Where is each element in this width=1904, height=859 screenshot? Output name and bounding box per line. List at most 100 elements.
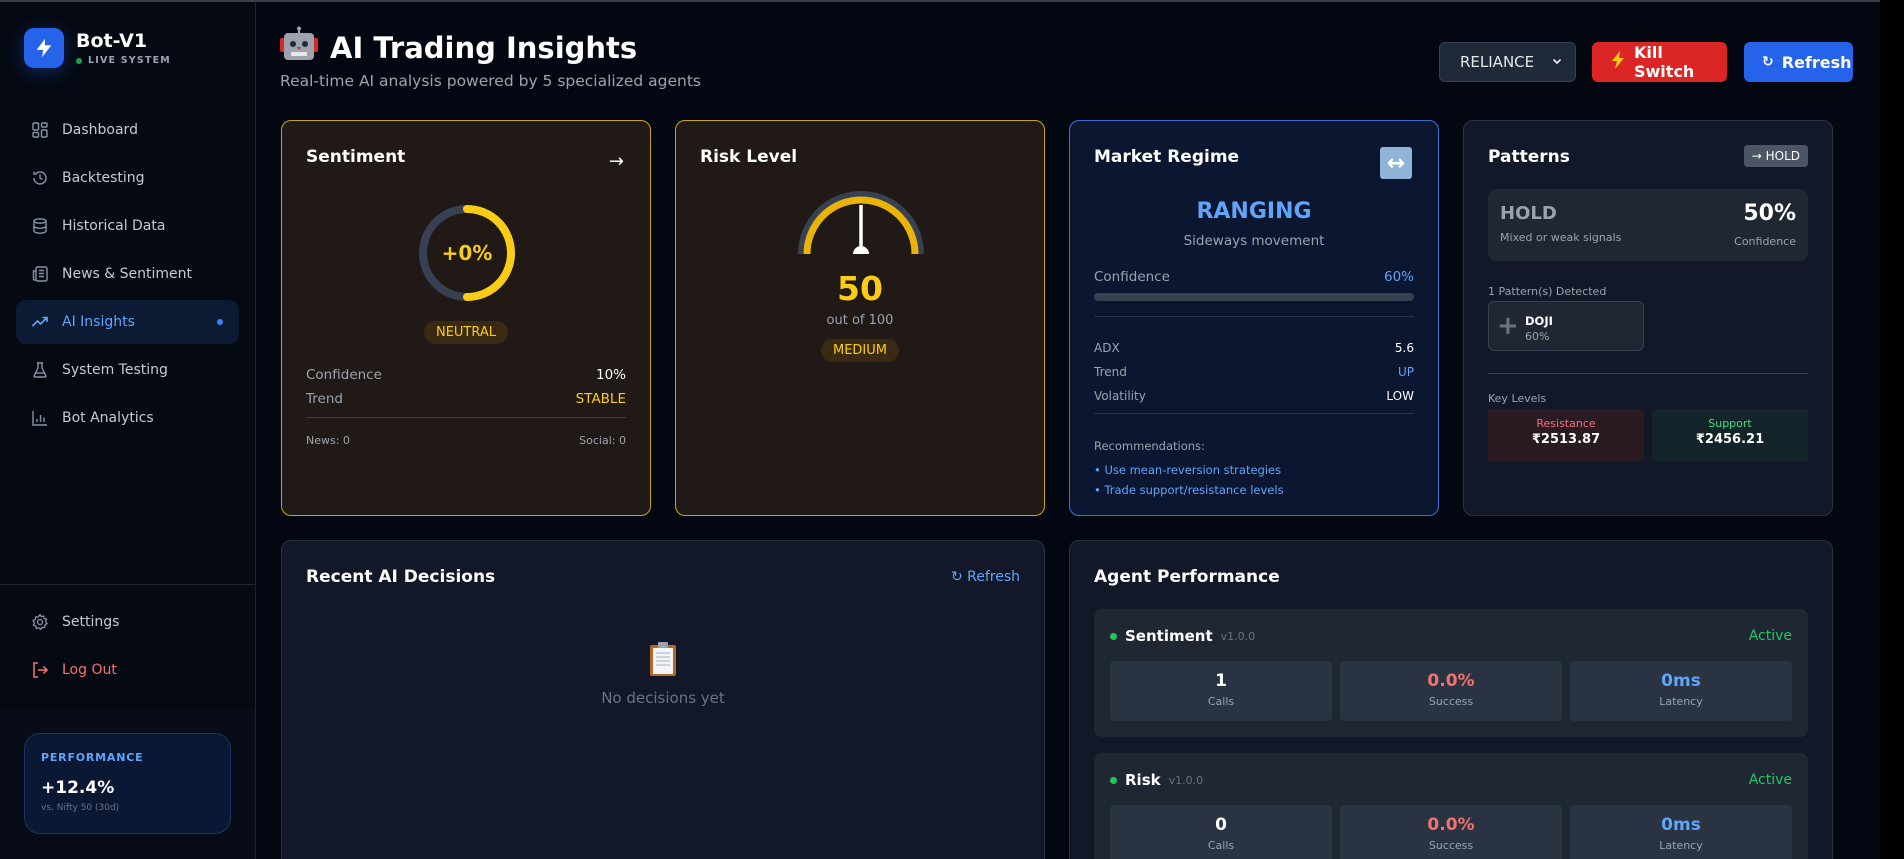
calls-stat: 1 Calls	[1110, 661, 1332, 721]
sidebar-item-ai-insights[interactable]: AI Insights	[16, 300, 239, 344]
trending-up-icon	[30, 312, 50, 332]
sidebar-nav: Dashboard Backtesting Historical Data Ne…	[0, 108, 255, 440]
sidebar-item-label: Dashboard	[62, 122, 138, 138]
agent-status: Active	[1748, 772, 1792, 788]
insight-cards: Sentiment → +0% NEUTRAL Confidence 10% T…	[281, 120, 1856, 516]
chevron-down-icon	[1551, 53, 1563, 71]
sentiment-gauge: +0%	[417, 203, 517, 303]
sentiment-card: Sentiment → +0% NEUTRAL Confidence 10% T…	[281, 120, 651, 516]
recommendations-label: Recommendations:	[1094, 439, 1205, 453]
signal-name: HOLD	[1500, 203, 1557, 224]
sidebar-item-settings[interactable]: Settings	[16, 600, 239, 644]
adx-value: 5.6	[1394, 341, 1414, 355]
sidebar-item-label: Log Out	[62, 662, 117, 678]
latency-label: Latency	[1659, 695, 1703, 708]
sidebar: Bot-V1 LIVE SYSTEM Dashboard Backtesting	[0, 2, 256, 859]
performance-label: PERFORMANCE	[41, 751, 144, 764]
main-content: AI Trading Insights Real-time AI analysi…	[256, 2, 1880, 859]
clipboard-icon	[282, 641, 1044, 685]
confidence-value: 10%	[595, 367, 626, 383]
key-levels-label: Key Levels	[1488, 392, 1547, 405]
sidebar-item-label: Bot Analytics	[62, 410, 154, 426]
empty-state-text: No decisions yet	[601, 689, 725, 707]
patterns-detected-label: 1 Pattern(s) Detected	[1488, 285, 1607, 298]
regime-confidence-row: Confidence 60%	[1094, 269, 1414, 285]
trend-value: UP	[1397, 365, 1414, 379]
performance-value: +12.4%	[41, 778, 115, 798]
resistance-label: Resistance	[1536, 417, 1596, 430]
sidebar-item-system-testing[interactable]: System Testing	[16, 348, 239, 392]
sidebar-item-bot-analytics[interactable]: Bot Analytics	[16, 396, 239, 440]
trend-arrow-icon: →	[608, 151, 624, 172]
dashboard-grid-icon	[30, 120, 50, 140]
sidebar-item-news-sentiment[interactable]: News & Sentiment	[16, 252, 239, 296]
pattern-chip-doji[interactable]: + DOJI 60%	[1488, 301, 1644, 351]
sidebar-item-backtesting[interactable]: Backtesting	[16, 156, 239, 200]
support-level: Support ₹2456.21	[1652, 409, 1808, 461]
regime-description: Sideways movement	[1183, 233, 1325, 249]
plus-icon: +	[1497, 311, 1519, 341]
calls-value: 1	[1215, 671, 1227, 691]
confidence-progress-bar	[1094, 293, 1414, 301]
sidebar-item-logout[interactable]: Log Out	[16, 648, 239, 692]
signal-confidence: 50%	[1743, 201, 1796, 226]
window-edge	[1880, 0, 1904, 859]
page-title: AI Trading Insights	[280, 26, 637, 69]
latency-value: 0ms	[1661, 815, 1701, 835]
risk-badge: MEDIUM	[820, 339, 900, 362]
signal-description: Mixed or weak signals	[1500, 231, 1622, 244]
page-title-text: AI Trading Insights	[330, 30, 638, 65]
logout-icon	[30, 660, 50, 680]
calls-stat: 0 Calls	[1110, 805, 1332, 859]
news-count: News: 0	[306, 434, 350, 447]
sentiment-title: Sentiment	[306, 147, 406, 167]
latency-value: 0ms	[1661, 671, 1701, 691]
sidebar-item-label: AI Insights	[62, 314, 135, 330]
sidebar-item-dashboard[interactable]: Dashboard	[16, 108, 239, 152]
confidence-label: Confidence	[1094, 269, 1170, 285]
adx-label: ADX	[1094, 341, 1120, 355]
success-label: Success	[1428, 695, 1474, 708]
agent-version: v1.0.0	[1168, 773, 1204, 787]
performance-sub: vs. Nifty 50 (30d)	[41, 803, 120, 813]
brand[interactable]: Bot-V1 LIVE SYSTEM	[0, 2, 255, 68]
adx-row: ADX 5.6	[1094, 341, 1414, 355]
gear-icon	[30, 612, 50, 632]
divider	[1094, 413, 1414, 414]
latency-label: Latency	[1659, 839, 1703, 852]
recent-decisions-panel: Recent AI Decisions ↻ Refresh No decisio…	[281, 540, 1045, 859]
agent-version: v1.0.0	[1220, 629, 1256, 643]
signal-confidence-label: Confidence	[1734, 235, 1796, 248]
sidebar-item-label: System Testing	[62, 362, 168, 378]
agent-card-sentiment: Sentiment v1.0.0 Active 1 Calls 0.0% Suc…	[1094, 609, 1808, 737]
trend-label: Trend	[1094, 365, 1127, 379]
success-stat: 0.0% Success	[1340, 661, 1562, 721]
agent-performance-panel: Agent Performance Sentiment v1.0.0 Activ…	[1069, 540, 1833, 859]
live-status-label: LIVE SYSTEM	[88, 55, 171, 66]
success-label: Success	[1428, 839, 1474, 852]
pattern-confidence: 60%	[1525, 330, 1550, 343]
page-subtitle: Real-time AI analysis powered by 5 speci…	[280, 72, 702, 90]
sidebar-item-historical-data[interactable]: Historical Data	[16, 204, 239, 248]
sentiment-confidence-row: Confidence 10%	[306, 367, 626, 383]
decisions-refresh-link[interactable]: ↻ Refresh	[950, 569, 1020, 585]
lightning-logo-icon	[24, 28, 64, 68]
trend-value: STABLE	[575, 391, 626, 407]
patterns-card: Patterns → HOLD HOLD Mixed or weak signa…	[1463, 120, 1833, 516]
recommendation-item: • Trade support/resistance levels	[1094, 483, 1284, 497]
bar-chart-icon	[30, 408, 50, 428]
resistance-level: Resistance ₹2513.87	[1488, 409, 1644, 461]
risk-card: Risk Level 50 out of 100 MEDIUM	[675, 120, 1045, 516]
divider	[1488, 373, 1808, 374]
kill-switch-label: Kill Switch	[1634, 43, 1695, 81]
sidebar-divider	[0, 584, 255, 585]
symbol-select-value: RELIANCE	[1460, 53, 1535, 71]
symbol-select[interactable]: RELIANCE	[1439, 42, 1576, 82]
market-regime-card: Market Regime ↔ RANGING Sideways movemen…	[1069, 120, 1439, 516]
refresh-button[interactable]: ↻ Refresh	[1744, 42, 1853, 82]
kill-switch-button[interactable]: Kill Switch	[1592, 42, 1727, 82]
success-stat: 0.0% Success	[1340, 805, 1562, 859]
regime-trend-row: Trend UP	[1094, 365, 1414, 379]
left-right-arrow-icon: ↔	[1380, 147, 1412, 179]
